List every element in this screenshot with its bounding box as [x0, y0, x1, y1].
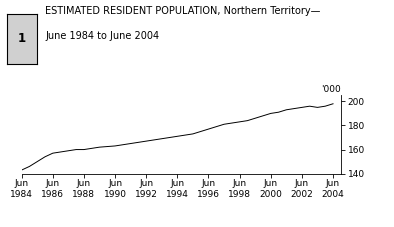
Text: June 1984 to June 2004: June 1984 to June 2004: [45, 31, 160, 41]
Text: '000: '000: [321, 85, 341, 94]
Text: 1: 1: [18, 32, 26, 45]
Text: ESTIMATED RESIDENT POPULATION, Northern Territory—: ESTIMATED RESIDENT POPULATION, Northern …: [45, 6, 321, 16]
